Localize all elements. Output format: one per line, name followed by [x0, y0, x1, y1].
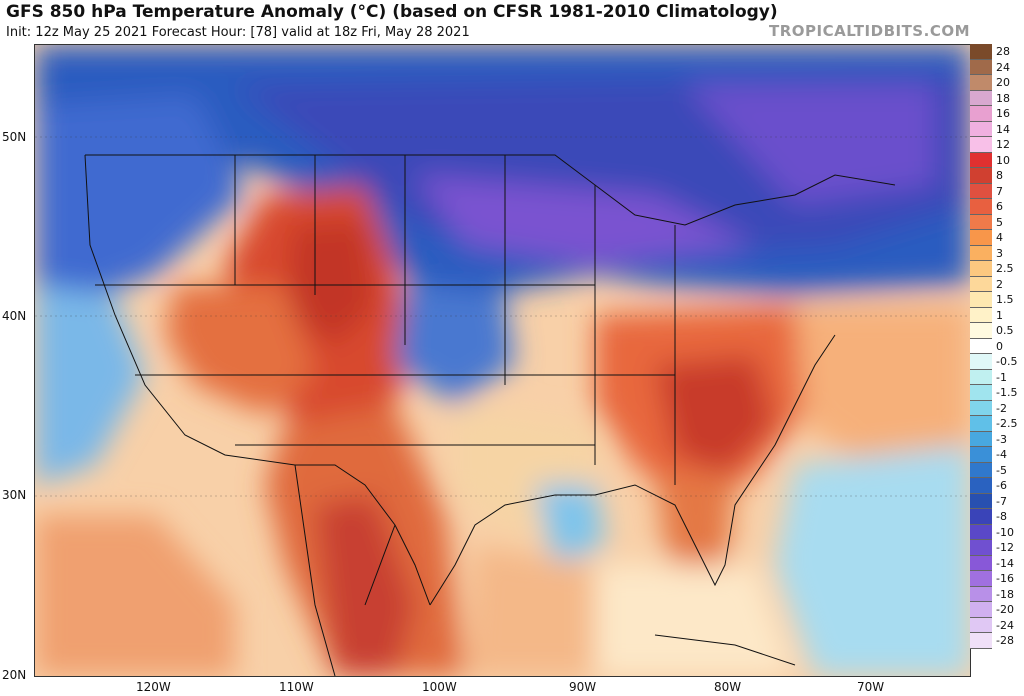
- color-swatch: [970, 75, 992, 91]
- boundary-lines: [84, 154, 896, 676]
- color-swatch: [970, 338, 992, 354]
- color-swatch: [970, 555, 992, 571]
- color-swatch: [970, 276, 992, 292]
- color-swatch: [970, 462, 992, 478]
- color-scale-label: 28: [996, 45, 1010, 58]
- anomaly-map: [34, 44, 971, 677]
- color-swatch: [970, 230, 992, 246]
- lon-label: 70W: [857, 680, 885, 694]
- color-scale-label: -3: [996, 432, 1007, 446]
- color-scale-label: 2: [996, 277, 1003, 291]
- color-swatch: [970, 354, 992, 370]
- color-swatch: [970, 59, 992, 75]
- color-scale-label: -24: [996, 618, 1014, 632]
- color-swatch: [970, 617, 992, 633]
- color-swatch: [970, 152, 992, 168]
- color-scale-label: 4: [996, 231, 1003, 244]
- lat-label: 20N: [2, 668, 27, 682]
- graticule: [35, 136, 970, 497]
- color-swatch: [970, 245, 992, 261]
- color-scale-label: -1.5: [996, 386, 1018, 399]
- color-swatch: [970, 400, 992, 416]
- color-scale-label: -12: [996, 541, 1014, 554]
- lon-label: 90W: [569, 680, 597, 694]
- color-scale-bar: [970, 44, 992, 649]
- lon-label: 80W: [714, 680, 742, 694]
- color-swatch: [970, 385, 992, 401]
- color-swatch: [970, 416, 992, 432]
- color-swatch: [970, 292, 992, 308]
- lat-label: 30N: [2, 488, 27, 502]
- color-swatch: [970, 199, 992, 215]
- color-swatch: [970, 323, 992, 339]
- color-scale-label: 12: [996, 138, 1010, 151]
- color-scale-label: -2: [996, 401, 1007, 415]
- color-swatch: [970, 214, 992, 230]
- color-swatch: [970, 106, 992, 122]
- color-scale-label: 7: [996, 184, 1003, 198]
- lon-label: 110W: [279, 680, 314, 694]
- lat-label: 50N: [2, 130, 27, 144]
- color-scale-label: 24: [996, 60, 1010, 74]
- brand-watermark: TROPICALTIDBITS.COM: [769, 22, 970, 40]
- color-swatch: [970, 602, 992, 618]
- color-scale-label: -10: [996, 525, 1014, 539]
- color-scale-label: 1.5: [996, 293, 1014, 306]
- color-scale-label: 20: [996, 76, 1010, 89]
- color-scale-label: -14: [996, 556, 1014, 570]
- color-scale-label: -6: [996, 479, 1007, 492]
- color-scale-label: -7: [996, 494, 1007, 508]
- color-scale-label: -28: [996, 634, 1014, 647]
- color-scale-label: 6: [996, 200, 1003, 213]
- color-swatch: [970, 90, 992, 106]
- anomaly-field: [35, 45, 970, 676]
- color-swatch: [970, 261, 992, 277]
- color-swatch: [970, 524, 992, 540]
- color-scale-label: 1: [996, 308, 1003, 322]
- color-scale-label: 3: [996, 246, 1003, 260]
- color-swatch: [970, 509, 992, 525]
- color-scale-label: 0.5: [996, 324, 1014, 337]
- color-scale-label: 18: [996, 91, 1010, 105]
- color-swatch: [970, 478, 992, 494]
- color-swatch: [970, 44, 992, 60]
- color-scale-label: -8: [996, 510, 1007, 523]
- color-scale-label: -2.5: [996, 417, 1018, 430]
- color-swatch: [970, 540, 992, 556]
- color-scale-label: 10: [996, 153, 1010, 167]
- color-swatch: [970, 307, 992, 323]
- color-swatch: [970, 369, 992, 385]
- color-scale-label: -1: [996, 370, 1007, 384]
- color-swatch: [970, 183, 992, 199]
- color-scale-label: -5: [996, 463, 1007, 477]
- color-swatch: [970, 447, 992, 463]
- color-swatch: [970, 168, 992, 184]
- map-title: GFS 850 hPa Temperature Anomaly (°C) (ba…: [6, 2, 778, 22]
- lon-label: 120W: [136, 680, 171, 694]
- color-scale-label: -0.5: [996, 355, 1018, 368]
- lon-label: 100W: [422, 680, 457, 694]
- color-swatch: [970, 431, 992, 447]
- color-scale-label: 16: [996, 107, 1010, 120]
- map-subtitle: Init: 12z May 25 2021 Forecast Hour: [78…: [6, 25, 470, 40]
- color-scale-label: -16: [996, 572, 1014, 585]
- color-scale-label: -20: [996, 603, 1014, 616]
- color-swatch: [970, 121, 992, 137]
- color-scale-labels: 28 24 20 18 16 14 12 10 8 7 6 5 4 3 2.5 2 1.5 1 0.5 0 -0.5 -1…: [996, 44, 1017, 649]
- color-swatch: [970, 586, 992, 602]
- color-scale-label: -18: [996, 587, 1014, 601]
- color-scale-label: -4: [996, 448, 1007, 461]
- color-scale-label: 14: [996, 122, 1010, 136]
- color-scale-label: 0: [996, 339, 1003, 353]
- color-scale-label: 2.5: [996, 262, 1014, 275]
- color-swatch: [970, 571, 992, 587]
- color-scale-label: 8: [996, 169, 1003, 182]
- lat-label: 40N: [2, 309, 27, 323]
- color-swatch: [970, 493, 992, 509]
- color-scale-label: 5: [996, 215, 1003, 229]
- color-swatch: [970, 137, 992, 153]
- color-swatch: [970, 633, 992, 649]
